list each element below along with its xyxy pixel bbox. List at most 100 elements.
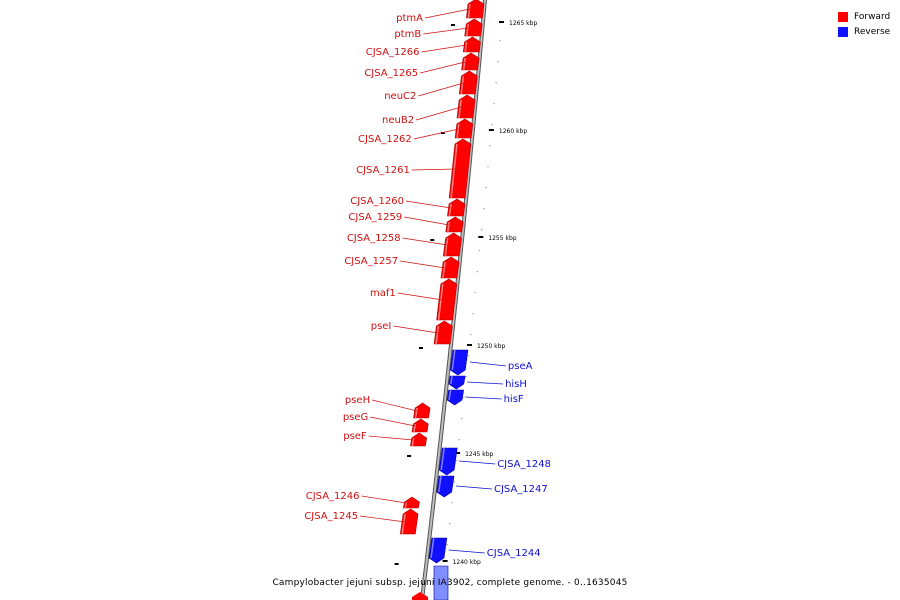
gene-leader-line — [411, 168, 457, 171]
gene-label-pseG: pseG — [343, 412, 368, 423]
major-tick — [467, 344, 472, 346]
forward-gene-highlight — [413, 423, 417, 433]
strand-legend: Forward Reverse — [838, 9, 890, 39]
gene-label-pseA: pseA — [508, 361, 533, 372]
forward-gene-highlight — [462, 57, 466, 71]
forward-gene-arrow — [464, 18, 483, 37]
inner-tick — [430, 239, 435, 241]
minor-tick — [495, 82, 497, 84]
inner-tick — [419, 347, 423, 349]
forward-gene-arrow-partial — [412, 592, 428, 600]
major-tick — [455, 452, 461, 454]
forward-gene-arrow — [454, 118, 474, 139]
gene-label-ptmA: ptmA — [396, 13, 423, 24]
reverse-gene-highlight — [450, 375, 453, 385]
gene-leader-line — [469, 361, 506, 367]
gene-label-pseI: pseI — [371, 321, 392, 332]
forward-gene-highlight — [442, 261, 446, 279]
forward-gene-arrow — [411, 418, 429, 433]
minor-tick — [478, 250, 481, 252]
gene-leader-line — [404, 216, 450, 226]
forward-gene-highlight — [435, 325, 440, 345]
gene-leader-line — [370, 416, 416, 427]
forward-gene-highlight — [437, 283, 444, 321]
forward-gene-arrow — [448, 138, 472, 199]
reverse-gene-arrow — [446, 389, 464, 406]
legend-reverse-label: Reverse — [854, 26, 891, 37]
gene-label-CJSA_1260: CJSA_1260 — [350, 196, 404, 207]
forward-gene-arrow — [461, 52, 480, 71]
reverse-gene-arrow-partial — [433, 565, 449, 600]
gene-label-CJSA_1257: CJSA_1257 — [344, 256, 398, 267]
reverse-swatch-icon — [838, 26, 848, 37]
tick-label: 1265 kbp — [509, 20, 537, 27]
minor-tick — [472, 313, 474, 315]
minor-tick — [485, 187, 487, 189]
minor-tick — [499, 40, 501, 42]
gene-leader-line — [360, 515, 406, 523]
gene-leader-line — [372, 399, 418, 412]
minor-tick — [456, 460, 458, 462]
minor-tick — [483, 208, 485, 210]
gene-label-CJSA_1258: CJSA_1258 — [347, 233, 401, 244]
gene-label-hisH: hisH — [505, 379, 527, 390]
forward-gene-highlight — [464, 41, 468, 53]
reverse-gene-highlight — [430, 537, 435, 559]
major-tick — [478, 236, 484, 238]
major-tick — [488, 129, 494, 131]
gene-leader-line — [421, 44, 467, 53]
forward-gene-arrow — [410, 432, 428, 447]
forward-gene-highlight — [414, 407, 418, 419]
tick-label: 1240 kbp — [453, 559, 481, 566]
minor-tick — [497, 61, 499, 63]
minor-tick — [465, 376, 467, 378]
gene-label-neuB2: neuB2 — [382, 115, 414, 126]
genome-caption: Campylobacter jejuni subsp. jejuni IA390… — [272, 578, 628, 588]
forward-gene-highlight — [450, 143, 458, 199]
reverse-gene-highlight — [451, 349, 456, 371]
forward-gene-arrow — [445, 216, 464, 233]
gene-label-CJSA_1248: CJSA_1248 — [497, 459, 551, 470]
gene-leader-line — [400, 260, 446, 269]
minor-tick — [467, 355, 470, 357]
forward-gene-arrow — [413, 402, 431, 419]
gene-leader-line — [416, 106, 462, 121]
minor-tick — [463, 397, 465, 399]
gene-leader-line — [405, 200, 452, 209]
gene-label-CJSA_1259: CJSA_1259 — [348, 212, 402, 223]
reverse-gene-arrow — [448, 375, 466, 390]
forward-gene-highlight — [444, 237, 449, 257]
reverse-gene-highlight — [437, 475, 442, 493]
gene-leader-line — [459, 460, 496, 465]
minor-tick — [491, 124, 493, 126]
inner-tick — [440, 132, 445, 134]
legend-forward-label: Forward — [854, 11, 891, 22]
tick-label: 1250 kbp — [477, 343, 505, 350]
forward-swatch-icon — [838, 11, 848, 22]
gene-leader-line — [467, 381, 504, 385]
forward-gene-arrow — [402, 496, 420, 509]
forward-gene-highlight — [460, 75, 465, 95]
gene-label-CJSA_1262: CJSA_1262 — [358, 134, 412, 145]
minor-tick — [453, 481, 456, 483]
minor-tick — [489, 145, 491, 147]
gene-leader-line — [361, 495, 407, 504]
forward-gene-arrow — [447, 198, 466, 217]
reverse-gene-highlight — [448, 389, 452, 401]
gene-label-neuC2: neuC2 — [384, 91, 416, 102]
minor-tick — [451, 502, 453, 504]
gene-leader-line — [465, 396, 502, 400]
gene-leader-line — [418, 82, 464, 97]
tick-label: 1245 kbp — [465, 451, 493, 458]
gene-label-CJSA_1247: CJSA_1247 — [494, 484, 548, 495]
tick-label: 1255 kbp — [488, 235, 516, 242]
forward-gene-highlight — [411, 437, 415, 447]
minor-tick — [449, 523, 451, 525]
gene-label-maf1: maf1 — [370, 288, 396, 299]
forward-gene-highlight — [456, 123, 460, 139]
forward-gene-highlight — [448, 203, 452, 217]
minor-tick — [461, 418, 463, 420]
forward-gene-arrow — [462, 36, 481, 53]
